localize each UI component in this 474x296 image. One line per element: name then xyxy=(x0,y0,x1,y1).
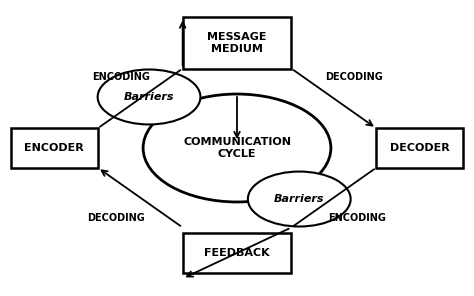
Ellipse shape xyxy=(248,172,351,226)
Text: MESSAGE
MEDIUM: MESSAGE MEDIUM xyxy=(207,32,267,54)
Ellipse shape xyxy=(143,94,331,202)
Text: ENCODING: ENCODING xyxy=(92,72,150,82)
Text: DECODING: DECODING xyxy=(88,213,146,223)
Text: Barriers: Barriers xyxy=(124,92,174,102)
Text: COMMUNICATION
CYCLE: COMMUNICATION CYCLE xyxy=(183,137,291,159)
Text: DECODING: DECODING xyxy=(325,72,383,82)
Text: ENCODER: ENCODER xyxy=(24,143,84,153)
FancyBboxPatch shape xyxy=(182,233,292,273)
Text: FEEDBACK: FEEDBACK xyxy=(204,248,270,258)
Text: Barriers: Barriers xyxy=(274,194,325,204)
FancyBboxPatch shape xyxy=(182,17,292,68)
Ellipse shape xyxy=(98,70,201,124)
FancyBboxPatch shape xyxy=(376,128,463,168)
FancyBboxPatch shape xyxy=(11,128,98,168)
Text: ENCODING: ENCODING xyxy=(328,213,385,223)
Text: DECODER: DECODER xyxy=(390,143,450,153)
